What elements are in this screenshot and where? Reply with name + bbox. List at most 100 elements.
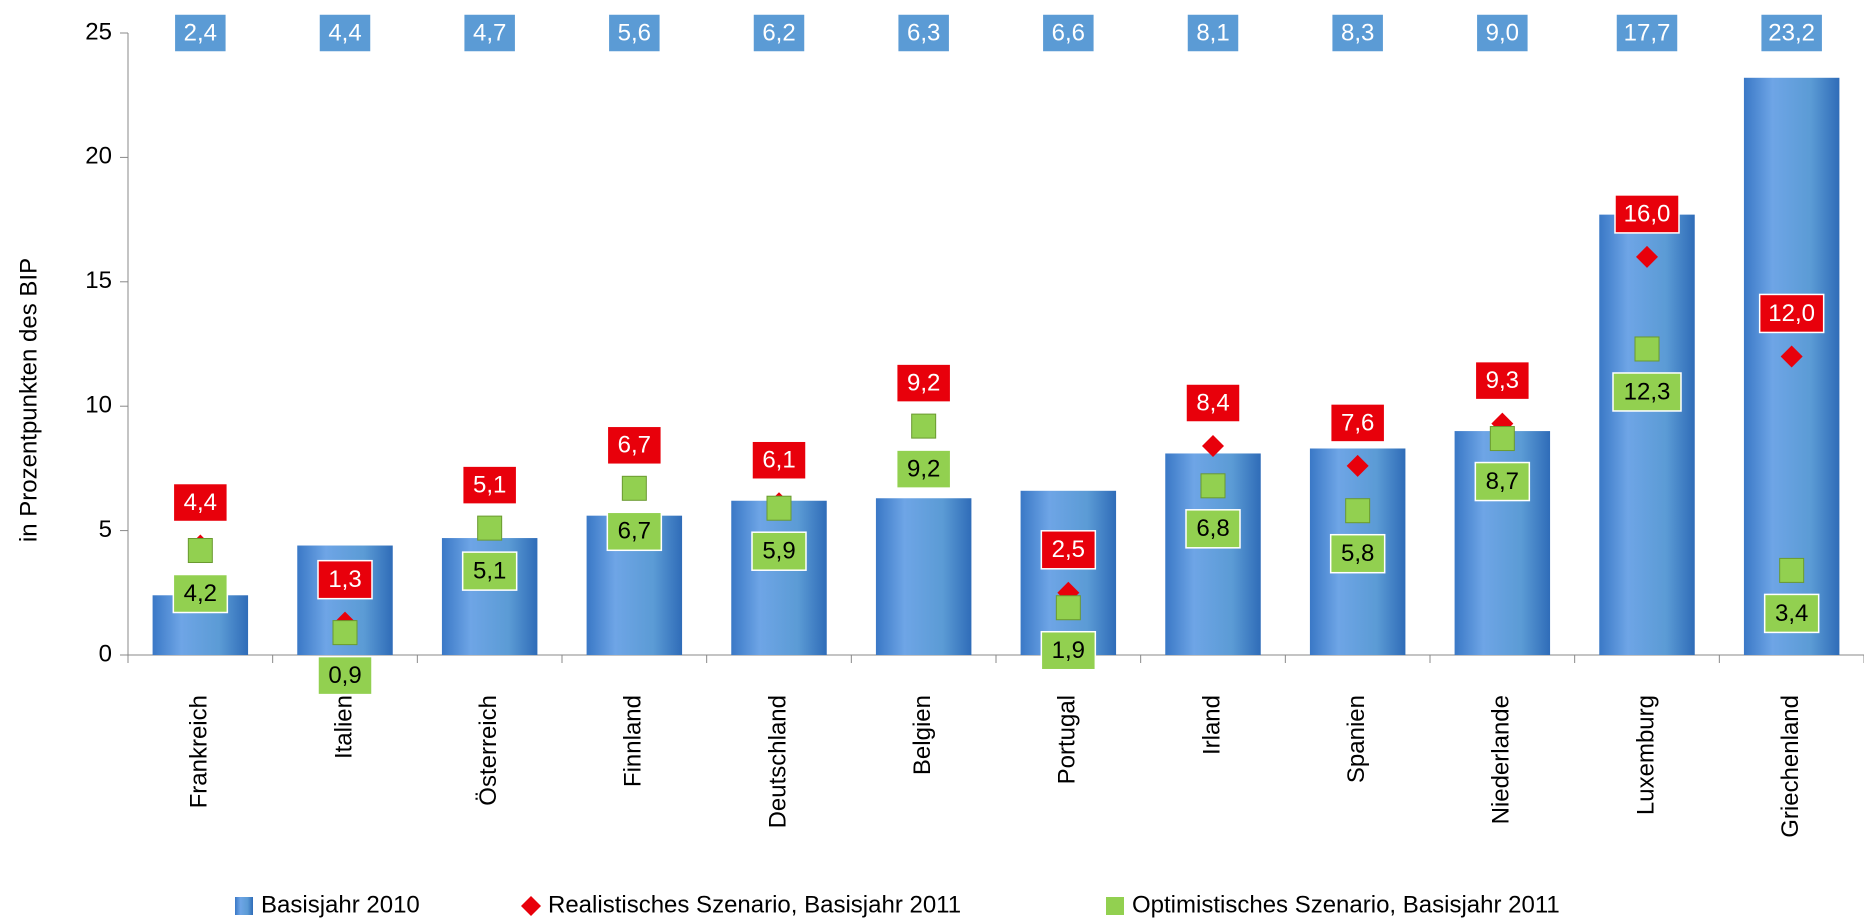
bar <box>1020 490 1117 655</box>
x-tick-label: Portugal <box>1054 695 1081 784</box>
bar-value-label: 8,3 <box>1341 19 1374 46</box>
x-tick-label: Österreich <box>475 695 502 806</box>
legend-swatch <box>521 896 541 916</box>
realistic-value-label: 8,4 <box>1196 389 1229 416</box>
x-tick-label: Italien <box>330 695 357 759</box>
bar <box>731 500 827 655</box>
x-tick-label: Luxemburg <box>1632 695 1659 815</box>
realistic-value-label-box <box>317 559 373 600</box>
x-tick-label: Griechenland <box>1777 695 1804 838</box>
bar-value-label-box <box>607 13 662 53</box>
realistic-value-label: 7,6 <box>1341 409 1374 436</box>
bar <box>1599 214 1695 655</box>
diamond-marker <box>1202 435 1224 458</box>
x-tick-label: Spanien <box>1343 695 1370 783</box>
realistic-value-label: 6,7 <box>618 432 651 459</box>
optimistic-value-label-box <box>1763 593 1820 634</box>
y-tick-label: 10 <box>85 392 112 419</box>
bar-value-label-box <box>318 13 372 53</box>
bar-value-label: 4,4 <box>328 19 361 46</box>
optimistic-value-label: 6,7 <box>618 518 651 545</box>
optimistic-value-label-box <box>1185 509 1241 549</box>
bar-value-label-box <box>462 13 517 53</box>
optimistic-value-label: 9,2 <box>907 455 940 482</box>
bar-value-label-box <box>1475 13 1530 53</box>
bar-value-label-box <box>752 13 806 53</box>
bar-value-label: 5,6 <box>618 19 651 46</box>
optimistic-value-label: 1,9 <box>1052 637 1085 664</box>
optimistic-value-label-box <box>1612 372 1682 412</box>
optimistic-value-label: 0,9 <box>328 662 361 689</box>
legend-label: Optimistisches Szenario, Basisjahr 2011 <box>1132 891 1560 918</box>
legend-swatch <box>1106 897 1124 915</box>
bar-value-label: 4,7 <box>473 19 506 46</box>
bar-value-label: 2,4 <box>184 19 217 46</box>
optimistic-value-label-box <box>606 511 663 552</box>
realistic-value-label: 6,1 <box>762 447 795 474</box>
realistic-value-label-box <box>1185 383 1241 423</box>
optimistic-value-label-box <box>1329 533 1386 574</box>
realistic-value-label-box <box>606 425 663 466</box>
bar-value-label-box <box>1330 13 1385 53</box>
legend-label: Basisjahr 2010 <box>261 891 420 918</box>
x-tick-label: Frankreich <box>186 695 213 808</box>
square-marker <box>621 475 647 501</box>
x-tick-label: Irland <box>1198 695 1225 755</box>
realistic-value-label-box <box>1614 194 1680 234</box>
bar-value-label-box <box>1186 13 1240 53</box>
optimistic-value-label: 4,2 <box>184 580 217 607</box>
x-tick-label: Finnland <box>620 695 647 787</box>
square-marker <box>766 495 792 521</box>
optimistic-value-label: 6,8 <box>1196 515 1229 542</box>
optimistic-value-label: 12,3 <box>1624 378 1671 405</box>
realistic-value-label: 9,2 <box>907 369 940 396</box>
realistic-value-label: 2,5 <box>1052 536 1085 563</box>
realistic-value-label: 9,3 <box>1486 367 1519 394</box>
realistic-value-label: 12,0 <box>1768 300 1815 327</box>
optimistic-value-label-box <box>1040 630 1097 671</box>
y-tick-label: 20 <box>85 143 112 170</box>
realistic-value-label: 5,1 <box>473 471 506 498</box>
optimistic-value-label-box <box>751 531 807 571</box>
y-tick-label: 15 <box>85 267 112 294</box>
square-marker <box>1634 336 1660 362</box>
bar-value-label: 9,0 <box>1486 19 1519 46</box>
optimistic-value-label-box <box>172 573 229 614</box>
realistic-value-label: 16,0 <box>1624 200 1671 227</box>
legend-swatch <box>235 897 253 915</box>
optimistic-value-label: 5,1 <box>473 557 506 584</box>
diamond-marker <box>1346 454 1369 477</box>
realistic-value-label-box <box>1329 403 1386 443</box>
square-marker <box>1200 473 1226 499</box>
bar-value-label-box <box>896 13 951 53</box>
square-marker <box>1055 595 1081 621</box>
bar-value-label: 17,7 <box>1624 19 1671 46</box>
realistic-value-label: 4,4 <box>184 489 217 516</box>
bar-value-label: 6,2 <box>762 19 795 46</box>
y-axis-label: in Prozentpunkten des BIP <box>15 258 42 542</box>
bar-value-label: 8,1 <box>1196 19 1229 46</box>
diamond-marker <box>1780 345 1803 368</box>
bar-value-label-box <box>1041 13 1096 53</box>
x-tick-label: Belgien <box>909 695 936 775</box>
bar <box>875 498 972 655</box>
bar-value-label: 6,3 <box>907 19 940 46</box>
realistic-value-label-box <box>751 440 807 480</box>
realistic-value-label-box <box>1040 530 1097 570</box>
diamond-marker <box>1636 245 1658 268</box>
optimistic-value-label: 8,7 <box>1486 468 1519 495</box>
bar-value-label-box <box>1759 13 1824 53</box>
realistic-value-label-box <box>461 465 518 505</box>
x-tick-label: Niederlande <box>1488 695 1515 824</box>
square-marker <box>1345 498 1371 524</box>
y-tick-label: 0 <box>99 640 112 667</box>
y-tick-label: 5 <box>99 516 112 543</box>
bar-value-label-box <box>173 13 228 53</box>
optimistic-value-label-box <box>317 655 373 696</box>
optimistic-value-label-box <box>1474 461 1531 502</box>
square-marker <box>911 413 937 439</box>
realistic-value-label: 1,3 <box>328 566 361 593</box>
square-marker <box>477 515 503 541</box>
y-tick-label: 25 <box>85 18 112 45</box>
